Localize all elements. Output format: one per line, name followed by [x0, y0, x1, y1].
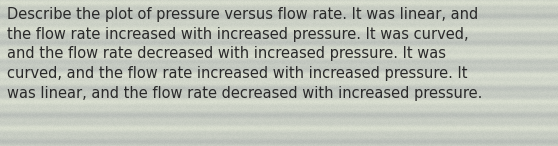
Text: Describe the plot of pressure versus flow rate. It was linear, and
the flow rate: Describe the plot of pressure versus flo…	[7, 7, 483, 101]
